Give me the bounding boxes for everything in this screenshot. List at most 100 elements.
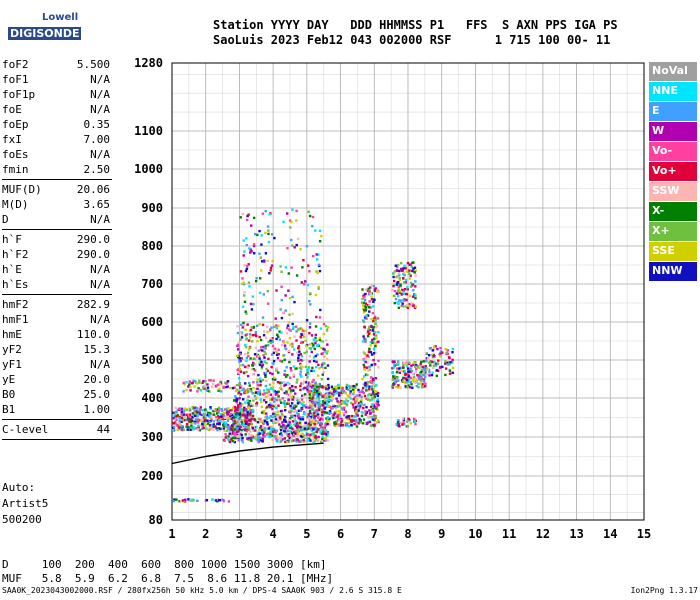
param-name: foE xyxy=(2,103,22,116)
param-row-hf: h`F 290.0 xyxy=(2,232,110,247)
echo-point xyxy=(362,418,366,421)
echo-point xyxy=(282,220,285,224)
echo-point xyxy=(194,422,197,425)
echo-point xyxy=(322,362,326,365)
echo-point xyxy=(250,308,254,311)
echo-point xyxy=(371,311,375,315)
echo-point xyxy=(203,414,206,417)
echo-point xyxy=(439,346,442,350)
echo-point xyxy=(172,428,175,432)
echo-point xyxy=(297,414,300,417)
echo-point xyxy=(334,389,337,393)
echo-point xyxy=(304,386,307,390)
echo-point xyxy=(325,421,329,424)
echo-point xyxy=(307,210,310,213)
echo-point xyxy=(279,429,283,432)
echo-point xyxy=(255,401,259,405)
echo-point xyxy=(372,390,375,393)
echo-point xyxy=(366,354,369,357)
echo-point xyxy=(421,385,424,388)
echo-point xyxy=(393,270,396,273)
echo-point xyxy=(264,373,267,376)
echo-point xyxy=(363,403,366,407)
echo-point xyxy=(242,254,245,257)
echo-point xyxy=(284,294,287,297)
echo-point xyxy=(204,417,207,420)
echo-point xyxy=(372,404,376,408)
echo-point xyxy=(190,498,193,501)
echo-point xyxy=(264,231,267,235)
echo-point xyxy=(288,417,292,420)
echo-point xyxy=(238,420,241,423)
echo-point xyxy=(397,272,401,275)
echo-point xyxy=(178,500,181,503)
echo-point xyxy=(375,337,378,340)
echo-point xyxy=(289,367,292,370)
echo-point xyxy=(394,377,397,380)
polarization-legend: NoVal NNE E W Vo- Vo+ SSW X- X+ SSE NNW xyxy=(649,62,697,282)
echo-point xyxy=(286,247,289,250)
echo-point xyxy=(339,421,343,424)
echo-point xyxy=(284,346,287,350)
echo-point xyxy=(258,377,262,380)
echo-point xyxy=(260,428,264,432)
echo-point xyxy=(327,326,330,329)
param-value: N/A xyxy=(90,73,110,86)
echo-point xyxy=(267,427,270,430)
echo-point xyxy=(347,425,350,428)
echo-point xyxy=(232,427,235,430)
echo-point xyxy=(222,385,225,388)
echo-point xyxy=(305,412,308,415)
echo-point xyxy=(273,376,276,380)
echo-point xyxy=(370,318,373,321)
echo-point xyxy=(224,436,227,439)
echo-point xyxy=(246,414,249,417)
echo-point xyxy=(245,428,248,431)
echo-point xyxy=(284,309,287,312)
echo-point xyxy=(311,403,314,407)
echo-point xyxy=(293,405,296,409)
echo-point xyxy=(321,414,324,417)
echo-point xyxy=(172,411,175,414)
echo-point xyxy=(258,428,261,431)
echo-point xyxy=(249,357,252,360)
echo-point xyxy=(284,427,287,430)
echo-point xyxy=(364,288,368,291)
echo-point xyxy=(411,386,414,389)
echo-point xyxy=(309,423,312,427)
echo-point xyxy=(265,379,268,383)
echo-point xyxy=(272,359,276,363)
echo-point xyxy=(319,393,323,397)
echo-point xyxy=(280,343,284,347)
echo-point xyxy=(359,402,362,405)
echo-point xyxy=(374,389,377,393)
echo-point xyxy=(249,402,253,406)
echo-point xyxy=(268,432,271,436)
echo-point xyxy=(424,371,427,374)
echo-point xyxy=(336,405,339,408)
echo-point xyxy=(301,394,304,397)
echo-point xyxy=(231,426,234,429)
echo-point xyxy=(315,438,318,442)
echo-point xyxy=(423,373,426,376)
echo-point xyxy=(345,398,348,401)
echo-point xyxy=(279,359,282,363)
echo-point xyxy=(310,406,313,409)
echo-point xyxy=(250,390,253,393)
echo-point xyxy=(406,386,409,389)
echo-point xyxy=(259,256,262,259)
echo-point xyxy=(375,341,379,344)
echo-point xyxy=(197,428,200,431)
echo-point xyxy=(326,422,329,426)
echo-point xyxy=(422,378,426,381)
echo-point xyxy=(304,421,307,425)
param-name: fmin xyxy=(2,163,29,176)
echo-point xyxy=(252,381,255,384)
echo-point xyxy=(186,423,189,426)
echo-point xyxy=(314,336,317,340)
param-value: 1.00 xyxy=(83,403,111,416)
echo-point xyxy=(353,422,356,426)
echo-point xyxy=(427,361,431,364)
echo-point xyxy=(261,212,265,215)
echo-point xyxy=(209,425,212,429)
